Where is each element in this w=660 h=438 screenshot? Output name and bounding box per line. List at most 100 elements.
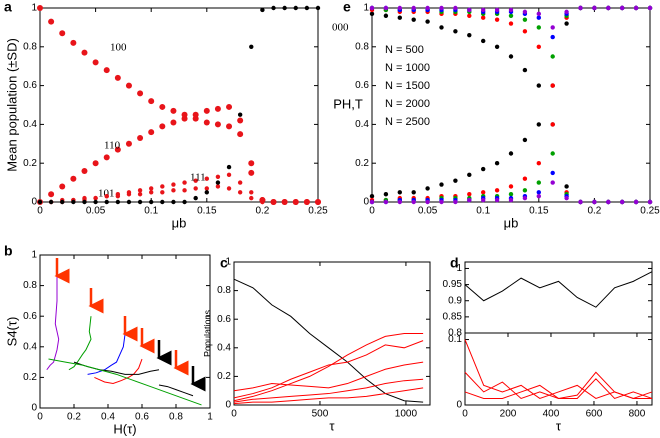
data-point [137, 192, 143, 197]
data-point [494, 197, 500, 203]
data-point [214, 105, 221, 112]
series-line [233, 278, 424, 403]
x-tick-label: 0 [37, 412, 43, 423]
y-tick-label: 0.8 [448, 328, 462, 339]
data-point [249, 190, 254, 195]
x-tick-label: 0 [462, 409, 468, 420]
data-point [536, 44, 541, 49]
data-point [148, 98, 155, 105]
data-point [171, 182, 176, 187]
y-tick-label: 1 [363, 3, 369, 14]
data-point [397, 15, 402, 20]
data-point [592, 5, 597, 11]
data-point [81, 167, 88, 174]
data-point [237, 112, 243, 117]
x-axis-label: H(τ) [113, 421, 136, 436]
y-tick-label: 0.8 [217, 285, 231, 296]
x-tick-label: 0 [231, 409, 237, 420]
data-point [369, 5, 375, 11]
series-line [464, 371, 652, 400]
x-tick-label: 0.15 [529, 206, 549, 217]
data-point [439, 199, 444, 205]
data-point [467, 32, 472, 38]
data-point [508, 13, 514, 18]
data-point [411, 199, 416, 205]
data-point [453, 29, 458, 34]
data-point [383, 192, 389, 197]
data-point [203, 119, 210, 126]
data-point [397, 199, 402, 205]
data-point [647, 199, 653, 205]
y-tick-label: 1 [31, 3, 37, 14]
data-point [126, 190, 132, 195]
data-point [159, 103, 166, 110]
data-point [550, 34, 555, 40]
data-point [293, 5, 298, 11]
x-tick-label: 0.2 [255, 206, 269, 217]
data-point [411, 190, 416, 195]
data-point [193, 178, 198, 183]
x-tick-label: 0.05 [86, 206, 106, 217]
data-point [425, 5, 430, 11]
y-tick-label: 1 [31, 250, 37, 261]
x-tick-label: 500 [312, 409, 329, 420]
y-tick-label: 1 [456, 263, 462, 274]
x-tick-label: 600 [586, 409, 603, 420]
data-point [271, 199, 276, 205]
data-point [37, 5, 43, 11]
data-point [103, 154, 110, 161]
data-point [92, 160, 99, 167]
x-axis-label: μb [504, 215, 519, 230]
data-point [508, 197, 514, 203]
data-point [564, 184, 569, 189]
data-point [411, 17, 416, 22]
data-point [481, 7, 486, 13]
data-point [633, 5, 639, 11]
data-point [204, 190, 209, 195]
data-point [204, 176, 209, 181]
data-point [114, 146, 121, 153]
data-point [215, 180, 221, 185]
series-line [233, 361, 424, 392]
data-point [522, 29, 528, 34]
data-point [248, 160, 255, 167]
series-line [87, 334, 126, 375]
y-axis-label: Populations [202, 309, 212, 357]
data-point [182, 180, 187, 185]
x-tick-label: 0.1 [476, 206, 490, 217]
series-line [46, 267, 60, 371]
y-tick-label: 0 [225, 400, 231, 411]
data-point [181, 115, 188, 122]
y-tick-label: 0.6 [355, 80, 369, 91]
series-label: 000 [332, 22, 349, 34]
data-point [237, 117, 244, 124]
data-point [114, 74, 121, 81]
data-point [508, 7, 514, 13]
y-tick-label: 0 [456, 400, 462, 411]
data-point [383, 13, 389, 18]
data-point [60, 199, 65, 205]
y-tick-label: 0.2 [23, 158, 37, 169]
data-point [522, 9, 528, 15]
data-point [522, 137, 528, 143]
data-point [536, 193, 541, 199]
data-point [481, 15, 486, 20]
data-point [59, 30, 66, 37]
data-point [126, 199, 132, 205]
data-point [536, 122, 541, 127]
arrows [54, 258, 206, 392]
data-point [82, 199, 87, 205]
data-point [647, 5, 653, 11]
data-point [93, 195, 98, 201]
data-point [620, 199, 625, 205]
data-point [48, 191, 55, 198]
data-point [536, 11, 541, 17]
legend-entry: N = 2500 [385, 116, 430, 128]
data-point [564, 9, 569, 15]
x-tick-label: 0.6 [135, 412, 149, 423]
data-point [260, 7, 265, 13]
data-point [522, 17, 528, 22]
data-point [550, 83, 555, 88]
series-line [464, 339, 653, 400]
